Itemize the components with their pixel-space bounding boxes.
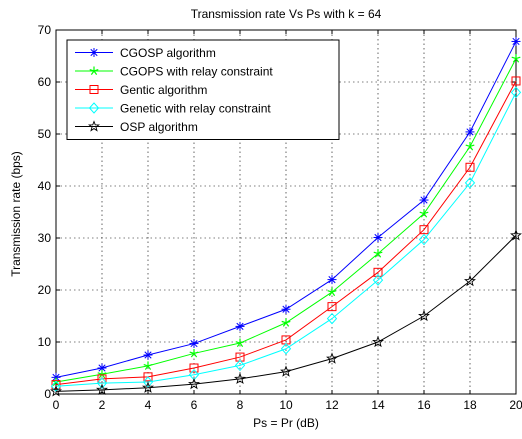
data-point <box>511 76 521 86</box>
series-line <box>55 235 517 392</box>
data-point <box>189 348 199 358</box>
data-point <box>97 369 107 379</box>
data-point <box>143 350 153 360</box>
x-tick-label: 10 <box>279 398 293 412</box>
data-point <box>142 376 154 388</box>
legend-label: Genetic with relay constraint <box>120 102 271 116</box>
legend-label: Gentic algorithm <box>120 83 207 97</box>
data-point <box>50 385 62 397</box>
x-tick-label: 8 <box>237 398 244 412</box>
y-tick-label: 10 <box>38 335 52 349</box>
data-point <box>235 321 245 331</box>
data-point <box>327 302 337 312</box>
data-point <box>142 381 154 393</box>
data-point <box>465 162 475 172</box>
data-point <box>372 274 384 286</box>
data-point <box>326 312 338 325</box>
data-point <box>511 54 521 63</box>
data-point <box>326 352 338 364</box>
data-point <box>464 274 476 287</box>
data-point <box>280 343 292 355</box>
data-point <box>465 141 475 151</box>
data-point <box>373 249 383 258</box>
data-point <box>372 335 384 348</box>
x-tick-label: 2 <box>99 398 106 412</box>
data-point <box>235 338 245 348</box>
data-point <box>510 229 522 241</box>
data-point <box>419 225 429 235</box>
data-point <box>234 359 246 372</box>
x-tick-label: 20 <box>509 398 522 412</box>
series-5 <box>50 229 522 397</box>
x-tick-label: 14 <box>371 398 385 412</box>
legend-item: Gentic algorithm <box>75 83 207 97</box>
series-line <box>55 80 517 386</box>
data-point <box>418 309 430 322</box>
series-line <box>55 92 517 387</box>
legend-label: CGOSP algorithm <box>120 46 216 60</box>
x-tick-label: 0 <box>53 398 60 412</box>
data-point <box>373 232 383 242</box>
data-point <box>465 127 475 137</box>
data-point <box>510 86 522 99</box>
data-point <box>327 275 337 285</box>
y-tick-label: 60 <box>38 75 52 89</box>
data-point <box>234 372 246 385</box>
plot-area: 0 2 4 6 8 10 12 14 16 18 20 0 10 20 30 40 50 60 70 CGOSP al… <box>38 23 522 412</box>
series-3 <box>51 76 521 390</box>
data-point <box>419 209 429 218</box>
legend-item: Genetic with relay constraint <box>75 102 271 116</box>
x-tick-label: 18 <box>463 398 477 412</box>
legend-marker <box>89 85 99 94</box>
legend-marker <box>88 102 100 114</box>
x-axis-label: Ps = Pr (dB) <box>253 416 319 430</box>
legend-item: CGOSP algorithm <box>75 46 216 60</box>
data-point <box>418 233 430 246</box>
data-point <box>373 267 383 277</box>
series-1 <box>51 36 521 382</box>
legend-marker <box>88 120 100 132</box>
data-point <box>189 339 199 349</box>
data-point <box>511 36 521 46</box>
legend-label: OSP algorithm <box>120 120 198 134</box>
y-tick-label: 30 <box>38 231 52 245</box>
data-point <box>327 287 337 297</box>
legend-label: CGOPS with relay constraint <box>120 65 273 79</box>
data-point <box>143 361 153 370</box>
y-tick-label: 40 <box>38 179 52 193</box>
data-point <box>188 377 200 390</box>
data-point <box>143 372 153 382</box>
data-point <box>96 383 108 395</box>
data-point <box>189 363 199 373</box>
x-tick-label: 16 <box>417 398 431 412</box>
data-point <box>281 304 291 314</box>
legend-marker <box>89 66 99 75</box>
data-point <box>419 195 429 205</box>
data-point <box>96 377 108 389</box>
data-point <box>97 363 107 373</box>
y-axis-label: Transmission rate (bps) <box>9 151 23 277</box>
y-tick-label: 50 <box>38 127 52 141</box>
data-point <box>280 365 292 377</box>
data-point <box>464 177 476 189</box>
y-tick-label: 0 <box>44 387 51 401</box>
legend-item: CGOPS with relay constraint <box>75 65 273 79</box>
x-tick-label: 6 <box>191 398 198 412</box>
legend-marker <box>89 48 99 57</box>
x-tick-label: 12 <box>325 398 339 412</box>
chart-title: Transmission rate Vs Ps with k = 64 <box>191 7 382 21</box>
legend-item: OSP algorithm <box>75 120 198 134</box>
y-tick-label: 20 <box>38 283 52 297</box>
y-tick-label: 70 <box>38 23 52 37</box>
data-point <box>281 318 291 327</box>
legend: CGOSP algorithm CGOPS with relay constrai… <box>66 39 340 140</box>
x-tick-label: 4 <box>145 398 152 412</box>
